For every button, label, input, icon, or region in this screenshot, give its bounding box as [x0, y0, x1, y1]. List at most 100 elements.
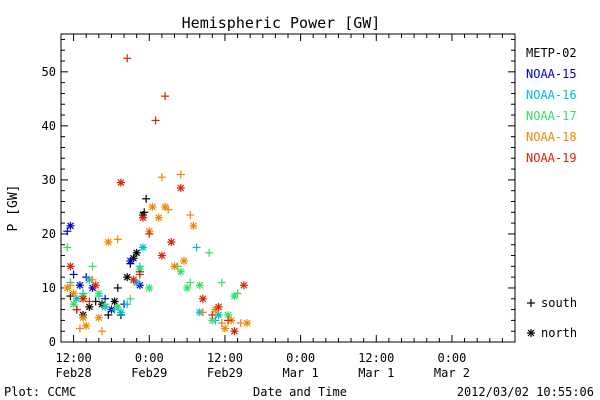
data-point-north [116, 178, 125, 187]
symbol-legend-label: north [541, 326, 577, 340]
symbol-legend: south north [527, 296, 577, 340]
data-point-south [126, 294, 135, 303]
data-point-north [94, 313, 103, 322]
y-axis-label: P [GW] [6, 185, 21, 232]
data-point-south [123, 54, 132, 63]
plot-frame [60, 33, 516, 343]
data-point-south [63, 243, 72, 252]
data-point-south [69, 270, 78, 279]
legend-entry: NOAA-17 [526, 109, 577, 123]
data-point-north [224, 310, 233, 319]
data-point-north [135, 265, 144, 274]
legend-entry: NOAA-15 [526, 67, 577, 81]
data-point-north [69, 289, 78, 298]
data-point-north [145, 283, 154, 292]
data-point-south [161, 92, 170, 101]
data-point-north [69, 300, 78, 309]
y-tick-label: 0 [49, 335, 56, 349]
y-tick-label: 10 [42, 281, 56, 295]
data-point-north [138, 243, 147, 252]
x-tick-date-label: Feb29 [207, 366, 243, 380]
symbol-legend-label: south [541, 296, 577, 310]
data-point-north [113, 302, 122, 311]
x-tick-date-label: Mar 1 [283, 366, 319, 380]
data-point-south [198, 308, 207, 317]
plot-timestamp: 2012/03/02 10:55:06 [457, 385, 594, 399]
data-point-south [113, 283, 122, 292]
legend-entry: NOAA-19 [526, 151, 577, 165]
x-tick-time-label: 0:00 [135, 351, 164, 365]
data-point-north [214, 302, 223, 311]
data-point-north [167, 238, 176, 247]
data-point-north [138, 213, 147, 222]
data-point-north [123, 273, 132, 282]
data-point-north [104, 238, 113, 247]
data-point-south [66, 281, 75, 290]
data-points [63, 54, 252, 336]
data-point-south [192, 243, 201, 252]
x-tick-date-label: Feb28 [56, 366, 92, 380]
x-tick-time-label: 12:00 [358, 351, 394, 365]
data-point-south [135, 270, 144, 279]
y-tick-label: 50 [42, 65, 56, 79]
data-point-north [154, 213, 163, 222]
chart-title: Hemispheric Power [GW] [182, 14, 381, 32]
data-point-north [79, 313, 88, 322]
y-tick-label: 30 [42, 173, 56, 187]
data-point-south [88, 262, 97, 271]
x-tick-time-label: 12:00 [56, 351, 92, 365]
y-axis: 0 10 20 30 40 50 [42, 38, 515, 349]
data-point-north [157, 251, 166, 260]
data-point-south [85, 297, 94, 306]
data-point-north [129, 275, 138, 284]
data-point-north [170, 262, 179, 271]
x-tick-time-label: 0:00 [286, 351, 315, 365]
data-point-north [66, 262, 75, 271]
x-tick-date-label: Feb29 [131, 366, 167, 380]
data-point-north [195, 281, 204, 290]
data-point-south [151, 116, 160, 125]
data-point-south [140, 208, 149, 217]
data-point-south [176, 170, 185, 179]
data-point-north [126, 256, 135, 265]
data-point-north [183, 283, 192, 292]
data-point-north [189, 221, 198, 230]
data-point-south [164, 205, 173, 214]
data-point-south [75, 324, 84, 333]
data-point-south [72, 305, 81, 314]
data-point-north [94, 289, 103, 298]
y-tick-label: 40 [42, 119, 56, 133]
data-point-north [176, 184, 185, 192]
data-point-north [75, 281, 84, 290]
legend-entry: NOAA-16 [526, 88, 577, 102]
data-point-north [176, 267, 185, 276]
data-point-north [179, 256, 188, 265]
symbol-legend-north [527, 329, 535, 337]
data-point-south [157, 173, 166, 182]
data-point-north [220, 324, 229, 333]
legend-entry: NOAA-18 [526, 130, 577, 144]
data-point-south [123, 300, 132, 309]
data-point-north [66, 221, 75, 230]
x-tick-time-label: 12:00 [207, 351, 243, 365]
data-point-north [198, 294, 207, 303]
x-tick-date-label: Mar 1 [358, 366, 394, 380]
legend-entry: METP-02 [526, 46, 577, 60]
data-point-south [97, 327, 106, 336]
data-point-south [217, 278, 226, 287]
data-point-north [239, 281, 248, 290]
x-tick-date-label: Mar 2 [434, 366, 470, 380]
y-tick-label: 20 [42, 227, 56, 241]
data-point-south [186, 211, 195, 220]
data-point-south [101, 300, 110, 309]
data-point-south [142, 194, 151, 203]
legend: METP-02 NOAA-15 NOAA-16 NOAA-17 NOAA-18 NOAA-… [526, 46, 577, 165]
data-point-south [224, 316, 233, 325]
data-point-north [148, 202, 157, 211]
data-point-south [186, 278, 195, 287]
data-point-south [113, 235, 122, 244]
data-point-north [230, 327, 239, 336]
x-tick-time-label: 0:00 [437, 351, 466, 365]
